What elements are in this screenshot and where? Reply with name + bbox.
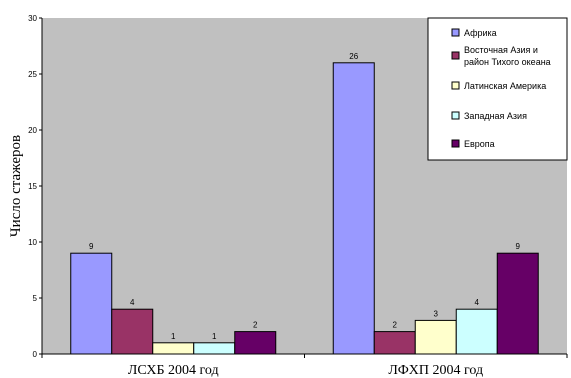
- bar: [70, 252, 113, 355]
- legend-swatch: [451, 51, 460, 60]
- bar: [332, 62, 375, 355]
- y-tick-label: 10: [28, 238, 37, 247]
- y-axis-label: Число стажеров: [8, 135, 24, 237]
- legend-swatch: [451, 139, 460, 148]
- y-tick-label: 15: [28, 182, 37, 191]
- bar-value-label: 9: [89, 242, 94, 251]
- bars: [70, 62, 539, 355]
- legend-label: район Тихого океана: [464, 57, 551, 67]
- bar-value-label: 4: [130, 298, 135, 307]
- y-tick-label: 30: [28, 14, 37, 23]
- legend-label: Европа: [464, 139, 495, 149]
- legend-swatch: [451, 28, 460, 37]
- bar: [234, 331, 277, 355]
- bar: [496, 252, 539, 355]
- bar: [414, 319, 457, 355]
- bar-value-label: 1: [171, 332, 176, 341]
- legend-label: Западная Азия: [464, 111, 527, 121]
- bar: [373, 331, 416, 355]
- legend-label: Латинская Америка: [464, 81, 546, 91]
- bar: [193, 342, 236, 355]
- data-labels: 9 4 1 1 2 26 2 3 4 9: [89, 52, 521, 341]
- legend: Африка Восточная Азия и район Тихого океан…: [427, 17, 568, 161]
- y-tick-label: 20: [28, 126, 37, 135]
- bar: [152, 342, 195, 355]
- legend-label: Восточная Азия и: [464, 45, 538, 55]
- bar: [455, 308, 498, 355]
- bar-value-label: 1: [212, 332, 217, 341]
- bar-value-label: 3: [434, 309, 439, 318]
- bar-value-label: 9: [516, 242, 521, 251]
- y-tick-label: 25: [28, 70, 37, 79]
- bar-value-label: 2: [393, 321, 398, 330]
- legend-swatch: [451, 111, 460, 120]
- x-category-label: ЛСХБ 2004 год: [128, 363, 219, 378]
- y-tick-label: 0: [33, 350, 38, 359]
- legend-swatch: [451, 81, 460, 90]
- bar: [111, 308, 154, 355]
- x-category-label: ЛФХП 2004 год: [388, 363, 483, 378]
- bar-value-label: 2: [253, 321, 258, 330]
- y-tick-label: 5: [33, 294, 38, 303]
- bar-value-label: 26: [349, 52, 358, 61]
- bar-value-label: 4: [475, 298, 480, 307]
- legend-box: [427, 17, 568, 161]
- legend-label: Африка: [464, 28, 497, 38]
